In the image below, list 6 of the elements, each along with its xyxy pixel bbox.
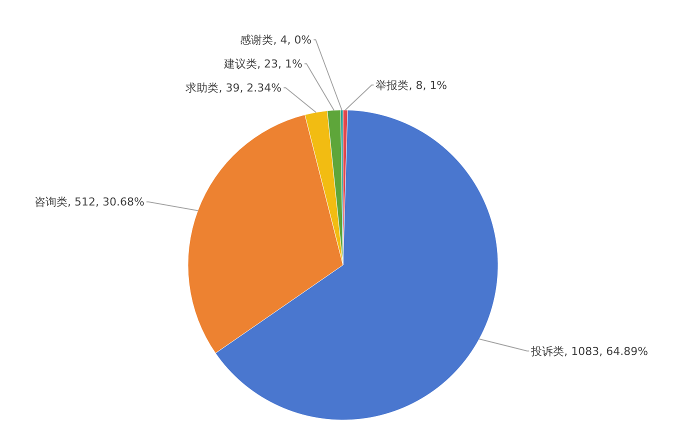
slice-label: 建议类, 23, 1%: [223, 58, 303, 71]
slice-label: 求助类, 39, 2.34%: [186, 82, 282, 95]
slice-label: 咨询类, 512, 30.68%: [34, 196, 144, 209]
slice-label: 投诉类, 1083, 64.89%: [530, 344, 648, 358]
slice-label: 举报类, 8, 1%: [376, 78, 448, 92]
slice-label: 感谢类, 4, 0%: [240, 34, 312, 47]
